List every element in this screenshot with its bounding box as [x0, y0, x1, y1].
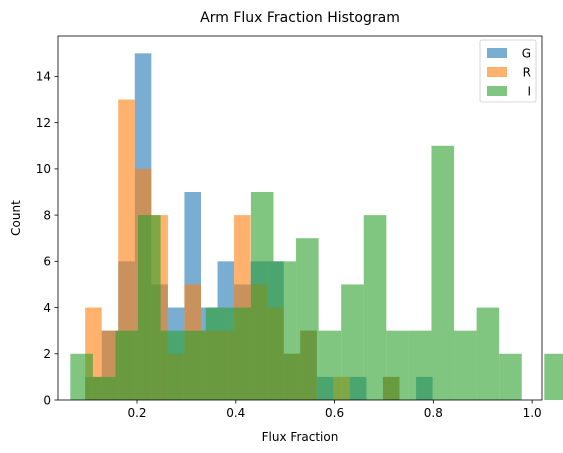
bar-i-19	[499, 353, 522, 400]
x-tick-label: 0.6	[325, 406, 344, 420]
bar-i-7	[228, 307, 251, 400]
bar-i-4	[160, 330, 184, 400]
bar-i-1	[92, 376, 116, 400]
bar-i-17	[454, 330, 477, 400]
bar-i-11	[318, 330, 342, 400]
bar-i-9	[273, 261, 297, 400]
bar-i-13	[363, 215, 387, 400]
bar-r-2	[118, 99, 135, 401]
bar-i-15	[408, 330, 432, 400]
legend-swatch-g	[487, 48, 507, 58]
x-tick-label: 0.8	[424, 406, 443, 420]
chart-title: Arm Flux Fraction Histogram	[200, 10, 400, 26]
y-tick-label: 12	[36, 116, 51, 130]
bar-i-18	[476, 307, 500, 400]
bar-i-21	[544, 353, 563, 400]
y-tick-label: 6	[43, 255, 51, 269]
bar-i-2	[115, 330, 139, 400]
x-tick-label: 0.4	[226, 406, 245, 420]
y-tick-label: 8	[43, 208, 51, 222]
bar-i-0	[70, 353, 93, 400]
bar-i-12	[341, 284, 364, 400]
bar-i-8	[250, 192, 274, 400]
legend-label-g: G	[522, 47, 531, 61]
x-axis-label: Flux Fraction	[262, 430, 339, 444]
bar-i-6	[205, 307, 229, 400]
x-axis-ticks: 0.2 0.4 0.6 0.8 1.0	[127, 400, 542, 420]
bar-i-10	[296, 238, 319, 400]
legend: GRI	[479, 39, 537, 103]
bars-layer	[70, 53, 563, 401]
legend-label-i: I	[527, 85, 531, 99]
y-tick-label: 10	[36, 162, 51, 176]
bar-i-16	[431, 145, 455, 400]
bar-i-14	[386, 330, 409, 400]
legend-swatch-i	[487, 86, 507, 96]
bar-i-3	[138, 215, 161, 400]
plot-frame	[57, 35, 543, 401]
bar-i-5	[183, 330, 206, 400]
y-tick-label: 4	[43, 301, 51, 315]
y-axis-label: Count	[9, 200, 23, 236]
x-tick-label: 1.0	[523, 406, 542, 420]
y-tick-label: 2	[43, 347, 51, 361]
legend-label-r: R	[523, 66, 531, 80]
x-tick-label: 0.2	[127, 406, 146, 420]
y-axis-ticks: 0 2 4 6 8 10 12 14	[36, 70, 58, 407]
legend-swatch-r	[487, 67, 507, 77]
y-tick-label: 14	[36, 70, 51, 84]
y-tick-label: 0	[43, 393, 51, 407]
